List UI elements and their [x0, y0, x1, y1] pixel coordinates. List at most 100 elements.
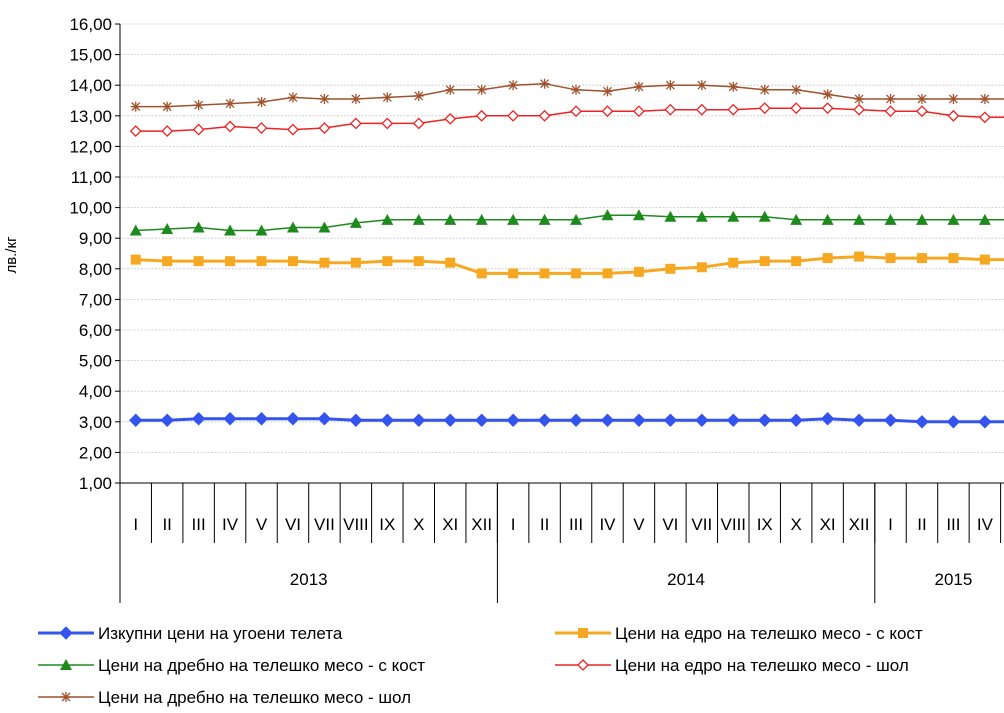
- y-tick-label: 12,00: [69, 137, 112, 156]
- data-point: [224, 120, 236, 133]
- y-tick-label: 14,00: [69, 76, 112, 95]
- data-point: [884, 105, 897, 118]
- month-label: IX: [757, 515, 773, 534]
- data-point: [947, 213, 960, 225]
- legend-marker: [59, 626, 73, 640]
- series-1: [129, 412, 1004, 429]
- month-label: V: [256, 515, 268, 534]
- data-point: [193, 100, 204, 111]
- data-point: [978, 213, 991, 225]
- y-tick-label: 11,00: [71, 168, 112, 187]
- asterisk-stroke: [697, 80, 707, 90]
- data-point: [130, 254, 141, 265]
- data-point: [758, 102, 771, 115]
- asterisk-stroke: [540, 79, 550, 89]
- data-point: [822, 89, 833, 100]
- data-point: [978, 111, 991, 124]
- year-label: 2015: [935, 570, 973, 589]
- asterisk-stroke: [319, 94, 329, 104]
- data-point: [885, 253, 896, 264]
- series-line: [135, 82, 1004, 108]
- data-point: [130, 101, 141, 112]
- asterisk-stroke: [351, 94, 361, 104]
- data-point: [854, 251, 865, 262]
- data-point: [129, 125, 142, 138]
- asterisk-stroke: [571, 85, 581, 95]
- data-point: [947, 109, 960, 122]
- data-point: [381, 117, 394, 130]
- series-3: [129, 209, 1004, 236]
- data-point: [475, 109, 488, 122]
- data-point: [192, 221, 205, 233]
- data-point: [852, 413, 866, 427]
- data-point: [979, 93, 990, 104]
- data-point: [727, 103, 740, 116]
- y-tick-label: 7,00: [79, 290, 112, 309]
- data-point: [728, 257, 739, 268]
- data-point: [382, 92, 393, 103]
- asterisk-stroke: [603, 86, 612, 96]
- data-point: [412, 117, 425, 130]
- data-point: [445, 257, 456, 268]
- data-point: [665, 80, 676, 91]
- legend-marker: [61, 692, 71, 702]
- data-point: [255, 224, 268, 236]
- asterisk-stroke: [917, 94, 927, 104]
- data-point: [256, 256, 267, 267]
- asterisk-stroke: [728, 82, 738, 92]
- asterisk-stroke: [414, 91, 424, 101]
- data-point: [286, 412, 300, 426]
- data-point: [790, 102, 803, 115]
- data-point: [791, 84, 802, 95]
- data-point: [758, 413, 772, 427]
- y-tick-label: 1,00: [79, 474, 112, 493]
- data-point: [539, 268, 550, 279]
- data-point: [664, 103, 677, 116]
- data-point: [474, 413, 489, 427]
- data-point: [287, 123, 299, 136]
- y-tick-label: 13,00: [69, 107, 112, 126]
- asterisk-stroke: [980, 94, 990, 104]
- data-point: [508, 80, 519, 91]
- data-point: [225, 98, 236, 109]
- asterisk-stroke: [665, 80, 675, 90]
- data-point: [255, 122, 268, 134]
- data-point: [665, 263, 676, 274]
- series-lines: [129, 78, 1004, 429]
- data-point: [571, 84, 582, 95]
- year-label: 2013: [290, 570, 328, 589]
- month-label: II: [540, 515, 549, 534]
- month-label: II: [162, 515, 171, 534]
- data-point: [161, 125, 174, 138]
- month-label: I: [511, 515, 516, 534]
- y-tick-label: 3,00: [79, 413, 112, 432]
- data-point: [571, 268, 582, 279]
- month-label: IV: [222, 515, 239, 534]
- data-point: [821, 213, 834, 225]
- y-tick-label: 10,00: [69, 199, 112, 218]
- month-label: VIII: [721, 515, 747, 534]
- data-point: [225, 256, 236, 267]
- data-point: [381, 213, 394, 225]
- month-label: XII: [471, 515, 492, 534]
- data-point: [475, 213, 488, 225]
- data-point: [161, 223, 174, 235]
- data-point: [508, 268, 519, 279]
- data-point: [317, 412, 332, 426]
- data-point: [413, 256, 424, 267]
- month-label: V: [633, 515, 645, 534]
- y-tick-label: 5,00: [79, 352, 112, 371]
- data-point: [663, 413, 678, 427]
- data-point: [946, 415, 961, 429]
- data-point: [602, 86, 613, 97]
- data-point: [916, 105, 928, 118]
- series-5: [130, 78, 1004, 112]
- legend-label: Цени на дребно на телешко месо - с кост: [98, 656, 425, 675]
- data-point: [538, 109, 551, 122]
- data-point: [948, 93, 959, 104]
- y-tick-label: 8,00: [79, 260, 112, 279]
- data-point: [759, 256, 770, 267]
- legend-item: Изкупни цени на угоени телета: [38, 624, 343, 643]
- month-label: VII: [314, 515, 335, 534]
